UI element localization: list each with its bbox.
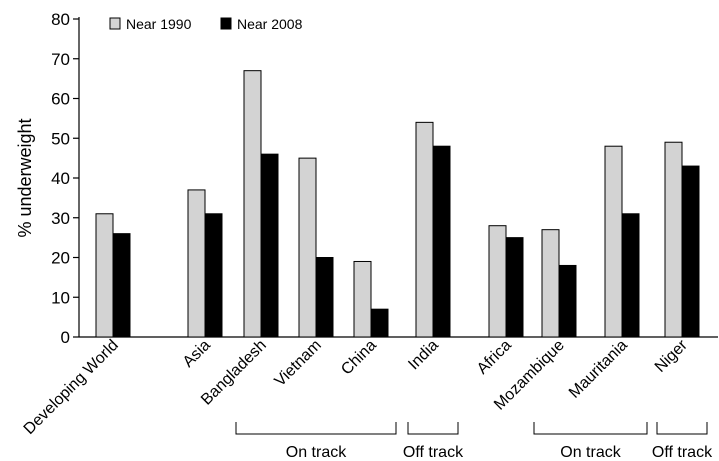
bar-mozambique-near-1990 [541, 229, 560, 338]
legend: Near 1990 Near 2008 [109, 16, 303, 32]
bar-bangladesh-near-2008 [260, 153, 279, 338]
y-tick-label-60: 60 [51, 90, 70, 109]
bar-africa-near-1990 [488, 225, 507, 338]
bar-mauritania-near-1990 [604, 145, 623, 338]
bar-asia-near-2008 [204, 213, 223, 338]
bracket-label-off-track-3: Off track [652, 444, 713, 461]
bar-asia-near-1990 [187, 189, 206, 338]
bar-india-near-2008 [432, 145, 451, 338]
legend-label-near-2008: Near 2008 [237, 16, 303, 32]
y-tick-label-20: 20 [51, 249, 70, 268]
y-tick-label-80: 80 [51, 10, 70, 29]
y-axis: 0 10 20 30 40 50 60 70 80 [51, 10, 718, 347]
y-axis-label: % underweight [15, 118, 35, 237]
bar-china-near-1990 [353, 260, 372, 338]
bar-africa-near-2008 [505, 237, 524, 338]
bar-developing-world-near-2008 [112, 233, 131, 338]
bracket-label-on-track-0: On track [286, 444, 347, 461]
bar-mauritania-near-2008 [621, 213, 640, 338]
legend-swatch-near-1990 [109, 17, 121, 30]
bar-niger-near-2008 [681, 165, 700, 338]
bracket-label-on-track-2: On track [560, 444, 621, 461]
x-label-vietnam: Vietnam [272, 337, 325, 390]
bar-bangladesh-near-1990 [243, 70, 262, 338]
x-label-niger: Niger [652, 336, 692, 376]
bar-vietnam-near-2008 [315, 257, 334, 338]
x-label-china: China [338, 337, 380, 379]
y-tick-label-40: 40 [51, 169, 70, 188]
group-brackets: On track Off track On track Off track [235, 422, 713, 461]
x-label-africa: Africa [474, 337, 515, 378]
bar-developing-world-near-1990 [95, 213, 114, 338]
x-label-asia: Asia [180, 337, 214, 371]
legend-swatch-near-2008 [220, 17, 232, 30]
bracket-label-off-track-1: Off track [403, 444, 464, 461]
y-tick-label-70: 70 [51, 50, 70, 69]
y-tick-label-10: 10 [51, 288, 70, 307]
y-tick-label-30: 30 [51, 209, 70, 228]
y-tick-label-50: 50 [51, 129, 70, 148]
x-label-india: India [405, 337, 442, 374]
legend-label-near-1990: Near 1990 [126, 16, 192, 32]
bracket-on-track-2 [533, 422, 648, 435]
x-label-developing-world: Developing World [21, 337, 122, 438]
bracket-off-track-3 [656, 422, 708, 435]
bars [95, 70, 700, 338]
bracket-off-track-1 [407, 422, 459, 435]
x-label-mauritania: Mauritania [566, 337, 631, 402]
bar-china-near-2008 [370, 308, 389, 338]
bar-niger-near-1990 [664, 141, 683, 338]
bar-vietnam-near-1990 [298, 157, 317, 338]
bracket-on-track-0 [235, 422, 397, 435]
bar-mozambique-near-2008 [558, 264, 577, 338]
bar-india-near-1990 [415, 121, 434, 338]
y-tick-label-0: 0 [61, 328, 70, 347]
